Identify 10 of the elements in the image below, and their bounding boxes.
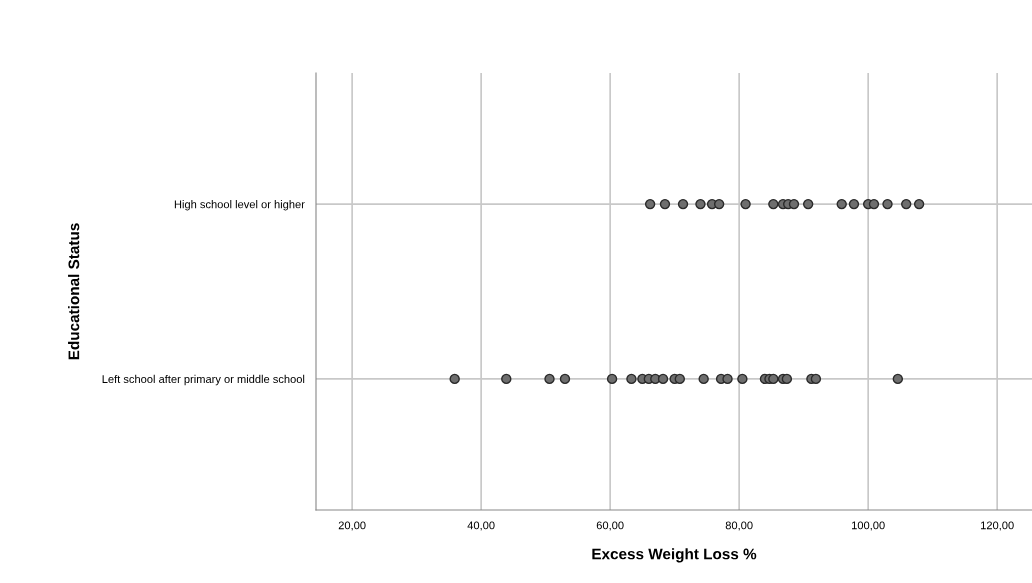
x-axis-title: Excess Weight Loss % [592, 548, 757, 563]
x-tick-label: 60,00 [596, 521, 624, 531]
y-axis-title: Educational Status [68, 223, 80, 360]
y-tick-label: High school level or higher [174, 200, 305, 211]
x-tick-label: 100,00 [852, 521, 885, 531]
y-tick-label: Left school after primary or middle school [102, 374, 305, 386]
x-tick-label: 20,00 [338, 521, 366, 531]
x-tick-label: 80,00 [725, 521, 753, 531]
x-tick-label: 40,00 [467, 521, 495, 531]
x-tick-label: 120,00 [981, 521, 1014, 531]
